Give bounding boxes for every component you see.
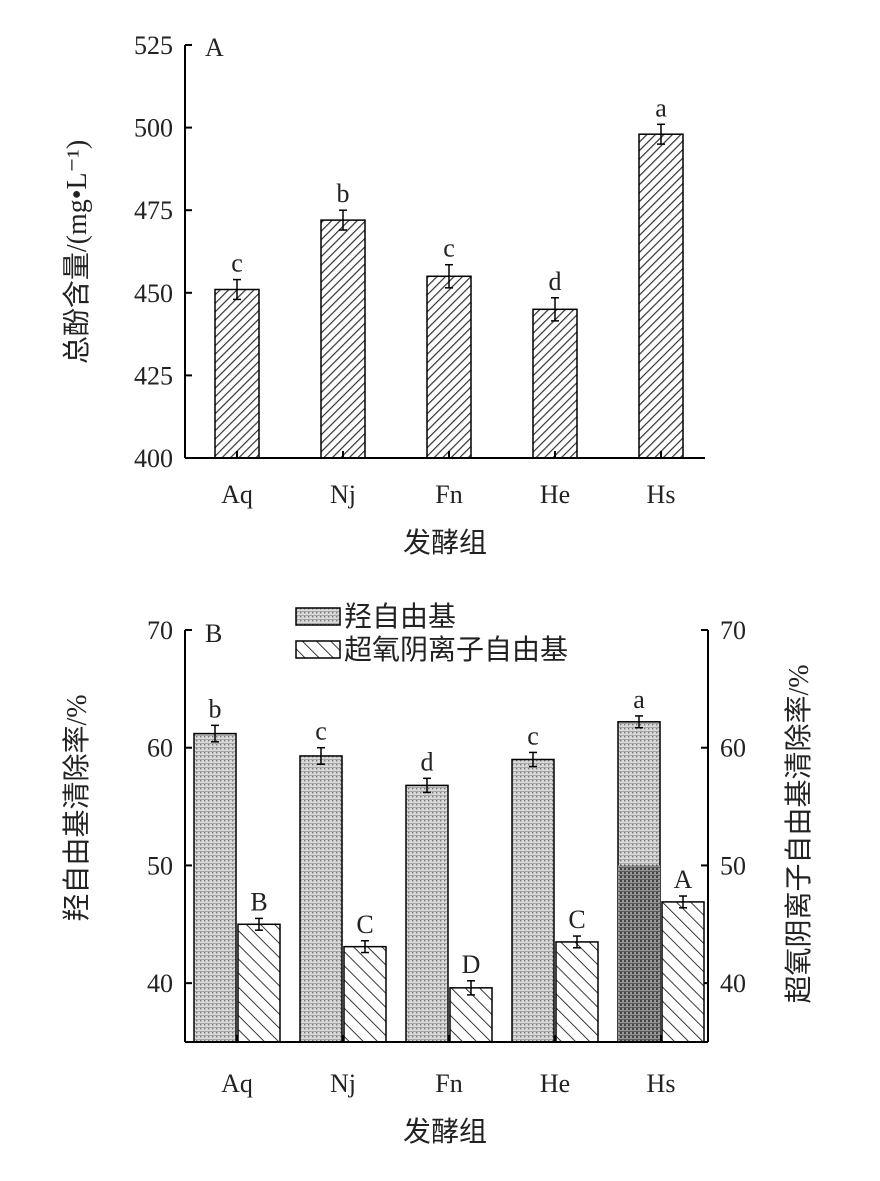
- panel-b-bar-overlap-shade: [618, 865, 660, 1042]
- panel-b-right-y-ticks: 40 50 60 70: [701, 616, 746, 998]
- panel-a-y-tick-label: 475: [134, 196, 173, 225]
- panel-b-significance-letter: b: [209, 694, 222, 723]
- panel-b-significance-letter: C: [568, 905, 585, 934]
- panel-b-left-y-axis-label: 羟自由基清除率/%: [61, 694, 93, 921]
- panel-a-bar: [214, 288, 260, 459]
- panel-a-y-ticks: 400 425 450 475 500 525: [134, 31, 192, 473]
- panel-b-bars: b Bc Cd Dc Ca A: [193, 685, 705, 1043]
- panel-a-y-tick-label: 450: [134, 279, 173, 308]
- panel-a-significance-letter: d: [549, 267, 562, 296]
- panel-a-x-tick-label: He: [540, 480, 570, 509]
- panel-a-significance-letter: c: [443, 234, 455, 263]
- panel-a-y-axis-label: 总酚含量/(mg•L⁻¹): [61, 140, 93, 364]
- panel-a-significance-letter: b: [337, 179, 350, 208]
- panel-b-bar-superoxide: [661, 901, 705, 1043]
- panel-b-bar-hydroxyl: [405, 784, 449, 1043]
- panel-b-bar-superoxide: [555, 941, 599, 1043]
- panel-b-x-tick-label: Nj: [330, 1069, 356, 1098]
- panel-b-right-y-axis-label: 超氧阴离子自由基清除率/%: [783, 664, 815, 1003]
- legend-swatch-hydroxyl: [295, 607, 341, 626]
- panel-b-left-y-ticks: 40 50 60 70: [147, 616, 192, 998]
- panel-b-significance-letter: c: [527, 721, 539, 750]
- panel-a-y-tick-label: 525: [134, 31, 173, 60]
- panel-b-right-y-tick-label: 40: [720, 969, 746, 998]
- panel-b-bar-superoxide: [237, 923, 281, 1043]
- panel-b-x-tick-label: Aq: [221, 1069, 253, 1098]
- panel-a-significance-letter: a: [655, 93, 667, 122]
- panel-b-significance-letter: D: [462, 950, 481, 979]
- legend-label-hydroxyl: 羟自由基: [344, 601, 456, 633]
- panel-a-y-tick-label: 425: [134, 361, 173, 390]
- panel-a-bar: [426, 275, 472, 459]
- panel-b-significance-letter: B: [250, 887, 267, 916]
- panel-a-x-tick-label: Nj: [330, 480, 356, 509]
- panel-b-label: B: [205, 619, 222, 648]
- panel-a-x-axis-label: 发酵组: [403, 527, 487, 559]
- panel-b-left-y-tick-label: 50: [147, 851, 173, 880]
- panel-b-x-tick-label: Fn: [435, 1069, 462, 1098]
- panel-b-bar-hydroxyl: [193, 732, 237, 1043]
- panel-b-right-y-tick-label: 70: [720, 616, 746, 645]
- panel-a-bar: [638, 133, 684, 459]
- panel-a-bar: [532, 308, 578, 459]
- panel-a-label: A: [205, 33, 224, 62]
- panel-b-x-tick-labels: Aq Nj Fn He Hs: [221, 1035, 675, 1098]
- panel-b-left-y-tick-label: 70: [147, 616, 173, 645]
- panel-b-significance-letter: d: [421, 747, 434, 776]
- panel-b-right-y-tick-label: 50: [720, 851, 746, 880]
- panel-b-x-tick-label: He: [540, 1069, 570, 1098]
- panel-b-left-y-tick-label: 60: [147, 734, 173, 763]
- panel-a-significance-letter: c: [231, 249, 243, 278]
- panel-b-legend: 羟自由基 超氧阴离子自由基: [295, 601, 568, 666]
- panel-a-x-tick-labels: Aq Nj Fn He Hs: [221, 451, 675, 509]
- panel-a-bars: c b c d a: [214, 93, 684, 459]
- panel-a-x-tick-label: Aq: [221, 480, 253, 509]
- panel-b-bar-superoxide: [343, 945, 387, 1043]
- panel-a-x-tick-label: Fn: [435, 480, 462, 509]
- panel-a-y-tick-label: 400: [134, 444, 173, 473]
- panel-b-significance-letter: c: [315, 717, 327, 746]
- panel-a-y-tick-label: 500: [134, 114, 173, 143]
- panel-b-significance-letter: A: [674, 865, 693, 894]
- panel-b-bar-hydroxyl: [511, 758, 555, 1043]
- panel-b-left-y-tick-label: 40: [147, 969, 173, 998]
- panel-a-bar: [320, 219, 366, 459]
- panel-a-x-tick-label: Hs: [647, 480, 676, 509]
- legend-swatch-superoxide: [295, 640, 341, 659]
- panel-b-bar-hydroxyl: [299, 755, 343, 1043]
- panel-b-right-y-tick-label: 60: [720, 734, 746, 763]
- panel-b-x-tick-label: Hs: [647, 1069, 676, 1098]
- legend-label-superoxide: 超氧阴离子自由基: [344, 634, 568, 666]
- panel-a: 400 425 450 475 500 525 c b c d a Aq Nj Fn He Hs A 总酚…: [61, 31, 705, 559]
- panel-b-significance-letter: a: [633, 685, 645, 714]
- panel-b-x-axis-label: 发酵组: [403, 1116, 487, 1148]
- panel-b-significance-letter: C: [356, 910, 373, 939]
- panel-b-bar-superoxide: [449, 987, 493, 1043]
